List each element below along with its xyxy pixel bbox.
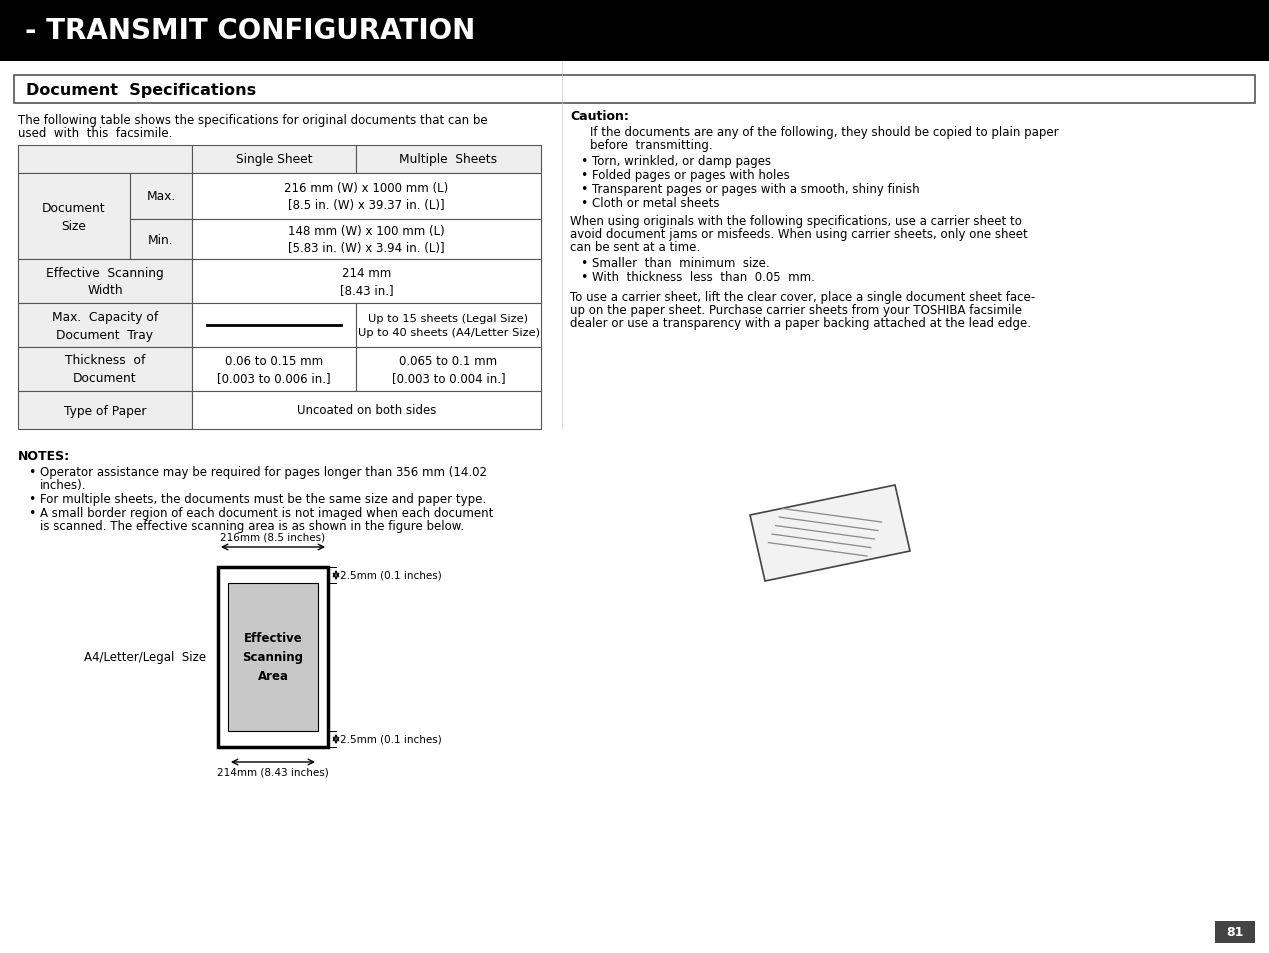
Text: The following table shows the specifications for original documents that can be: The following table shows the specificat… [18, 113, 487, 127]
Bar [192, 392, 541, 430]
Text: Caution:: Caution: [570, 110, 629, 123]
Text: For multiple sheets, the documents must be the same size and paper type.: For multiple sheets, the documents must … [41, 493, 486, 505]
Bar [218, 567, 327, 747]
Text: 2.5mm (0.1 inches): 2.5mm (0.1 inches) [340, 734, 442, 744]
Text: •: • [28, 465, 36, 478]
Text: up on the paper sheet. Purchase carrier sheets from your TOSHIBA facsimile: up on the paper sheet. Purchase carrier … [570, 304, 1022, 316]
Bar [14, 76, 1255, 104]
Text: •: • [28, 506, 36, 519]
Text: Up to 15 sheets (Legal Size)
Up to 40 sheets (A4/Letter Size): Up to 15 sheets (Legal Size) Up to 40 sh… [358, 314, 539, 337]
Text: 2.5mm (0.1 inches): 2.5mm (0.1 inches) [340, 571, 442, 580]
Text: Min.: Min. [148, 233, 174, 246]
Text: A4/Letter/Legal  Size: A4/Letter/Legal Size [84, 651, 206, 664]
Text: NOTES:: NOTES: [18, 450, 70, 462]
Text: 216 mm (W) x 1000 mm (L)
[8.5 in. (W) x 39.37 in. (L)]: 216 mm (W) x 1000 mm (L) [8.5 in. (W) x … [284, 182, 449, 212]
Bar [192, 260, 541, 304]
Bar [0, 0, 1269, 62]
Text: - TRANSMIT CONFIGURATION: - TRANSMIT CONFIGURATION [25, 17, 476, 45]
Text: Effective
Scanning
Area: Effective Scanning Area [242, 632, 303, 682]
Text: •: • [580, 271, 588, 284]
Text: 216mm (8.5 inches): 216mm (8.5 inches) [221, 533, 326, 542]
Text: If the documents are any of the following, they should be copied to plain paper: If the documents are any of the followin… [590, 126, 1058, 139]
Polygon shape [750, 485, 910, 581]
Text: Max.  Capacity of
Document  Tray: Max. Capacity of Document Tray [52, 310, 159, 341]
Text: before  transmitting.: before transmitting. [590, 139, 713, 152]
Text: can be sent at a time.: can be sent at a time. [570, 241, 700, 253]
Bar [18, 260, 192, 304]
Bar [192, 220, 541, 260]
Bar [357, 348, 541, 392]
Text: Single Sheet: Single Sheet [236, 153, 312, 167]
Bar [357, 304, 541, 348]
Text: •: • [580, 196, 588, 210]
Text: 81: 81 [1226, 925, 1244, 939]
Bar [192, 348, 357, 392]
Bar [129, 220, 192, 260]
Text: Effective  Scanning
Width: Effective Scanning Width [46, 266, 164, 297]
Text: Document
Size: Document Size [42, 201, 105, 233]
Text: Thickness  of
Document: Thickness of Document [65, 355, 145, 385]
Text: With  thickness  less  than  0.05  mm.: With thickness less than 0.05 mm. [593, 271, 815, 284]
Text: Cloth or metal sheets: Cloth or metal sheets [593, 196, 720, 210]
Text: •: • [580, 256, 588, 270]
Text: To use a carrier sheet, lift the clear cover, place a single document sheet face: To use a carrier sheet, lift the clear c… [570, 291, 1036, 304]
Text: is scanned. The effective scanning area is as shown in the figure below.: is scanned. The effective scanning area … [41, 519, 464, 533]
Text: A small border region of each document is not imaged when each document: A small border region of each document i… [41, 506, 494, 519]
Text: dealer or use a transparency with a paper backing attached at the lead edge.: dealer or use a transparency with a pape… [570, 316, 1030, 330]
Text: Operator assistance may be required for pages longer than 356 mm (14.02: Operator assistance may be required for … [41, 465, 487, 478]
Text: •: • [580, 169, 588, 182]
Bar [192, 304, 357, 348]
Text: Transparent pages or pages with a smooth, shiny finish: Transparent pages or pages with a smooth… [593, 183, 920, 195]
Text: Multiple  Sheets: Multiple Sheets [400, 153, 497, 167]
Bar [18, 173, 129, 260]
Bar [1214, 921, 1255, 943]
Bar [18, 304, 192, 348]
Text: 0.06 to 0.15 mm
[0.003 to 0.006 in.]: 0.06 to 0.15 mm [0.003 to 0.006 in.] [217, 355, 331, 385]
Text: 0.065 to 0.1 mm
[0.003 to 0.004 in.]: 0.065 to 0.1 mm [0.003 to 0.004 in.] [392, 355, 505, 385]
Text: Torn, wrinkled, or damp pages: Torn, wrinkled, or damp pages [593, 154, 772, 168]
Bar [129, 173, 192, 220]
Text: Uncoated on both sides: Uncoated on both sides [297, 404, 437, 417]
Bar [228, 583, 319, 731]
Text: Document  Specifications: Document Specifications [25, 82, 256, 97]
Text: 148 mm (W) x 100 mm (L)
[5.83 in. (W) x 3.94 in. (L)]: 148 mm (W) x 100 mm (L) [5.83 in. (W) x … [288, 225, 445, 254]
Bar [192, 146, 357, 173]
Text: •: • [580, 154, 588, 168]
Bar [18, 348, 192, 392]
Text: Type of Paper: Type of Paper [63, 404, 146, 417]
Text: Smaller  than  minimum  size.: Smaller than minimum size. [593, 256, 769, 270]
Text: Max.: Max. [146, 191, 175, 203]
Text: avoid document jams or misfeeds. When using carrier sheets, only one sheet: avoid document jams or misfeeds. When us… [570, 228, 1028, 241]
Text: Folded pages or pages with holes: Folded pages or pages with holes [593, 169, 789, 182]
Bar [18, 146, 192, 173]
Bar [18, 392, 192, 430]
Bar [357, 146, 541, 173]
Text: used  with  this  facsimile.: used with this facsimile. [18, 127, 173, 140]
Text: inches).: inches). [41, 478, 86, 492]
Text: 214 mm
[8.43 in.]: 214 mm [8.43 in.] [340, 267, 393, 296]
Text: •: • [580, 183, 588, 195]
Text: •: • [28, 493, 36, 505]
Text: 214mm (8.43 inches): 214mm (8.43 inches) [217, 767, 329, 778]
Bar [192, 173, 541, 220]
Text: When using originals with the following specifications, use a carrier sheet to: When using originals with the following … [570, 214, 1022, 228]
